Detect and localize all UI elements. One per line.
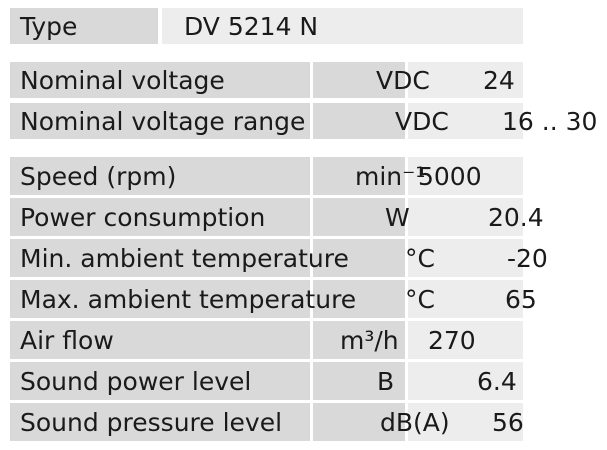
row-unit: VDC <box>395 106 449 136</box>
label-cell <box>10 403 310 441</box>
row-value: 6.4 <box>477 366 517 396</box>
label-cell <box>10 157 310 195</box>
label-cell <box>10 239 310 277</box>
type-label: Type <box>20 12 78 41</box>
row-label: Min. ambient temperature <box>20 243 349 273</box>
value-cell <box>408 362 523 400</box>
unit-cell <box>313 362 405 400</box>
value-cell <box>408 239 523 277</box>
row-label: Sound power level <box>20 366 252 396</box>
row-unit: dB(A) <box>380 407 450 437</box>
row-value: 20.4 <box>488 202 544 232</box>
label-cell <box>10 62 310 98</box>
unit-cell <box>313 321 405 359</box>
row-label: Max. ambient temperature <box>20 284 357 314</box>
row-unit: °C <box>405 284 435 314</box>
value-cell <box>408 198 523 236</box>
row-value: 24 <box>483 65 515 95</box>
value-cell <box>162 8 523 44</box>
row-value: 16 .. 30 <box>502 106 598 136</box>
unit-cell <box>313 157 405 195</box>
row-value: 56 <box>492 407 524 437</box>
value-cell <box>408 157 523 195</box>
row-value: 270 <box>428 325 476 355</box>
label-cell <box>10 321 310 359</box>
unit-cell <box>313 403 405 441</box>
row-unit: W <box>385 202 410 232</box>
label-cell <box>10 362 310 400</box>
value-cell <box>408 280 523 318</box>
row-value: -20 <box>507 243 548 273</box>
row-unit: °C <box>405 243 435 273</box>
unit-cell <box>313 62 405 98</box>
row-label: Nominal voltage <box>20 65 225 95</box>
row-label: Speed (rpm) <box>20 161 177 191</box>
label-cell <box>10 280 310 318</box>
row-label: Air flow <box>20 325 114 355</box>
label-cell <box>10 198 310 236</box>
row-unit: VDC <box>376 65 430 95</box>
value-cell <box>408 403 523 441</box>
row-unit: B <box>377 366 395 396</box>
unit-cell <box>313 198 405 236</box>
type-value: DV 5214 N <box>184 12 319 41</box>
row-label: Power consumption <box>20 202 266 232</box>
label-cell <box>10 103 310 139</box>
label-cell <box>10 8 158 44</box>
row-value: 5000 <box>418 161 482 191</box>
row-label: Sound pressure level <box>20 407 283 437</box>
row-unit: m³/h <box>340 325 399 355</box>
value-cell <box>408 62 523 98</box>
row-label: Nominal voltage range <box>20 106 306 136</box>
row-value: 65 <box>505 284 537 314</box>
unit-cell <box>313 103 405 139</box>
value-cell <box>408 321 523 359</box>
row-unit: min⁻¹ <box>355 161 426 191</box>
value-cell <box>408 103 523 139</box>
unit-cell <box>313 239 405 277</box>
unit-cell <box>313 280 405 318</box>
